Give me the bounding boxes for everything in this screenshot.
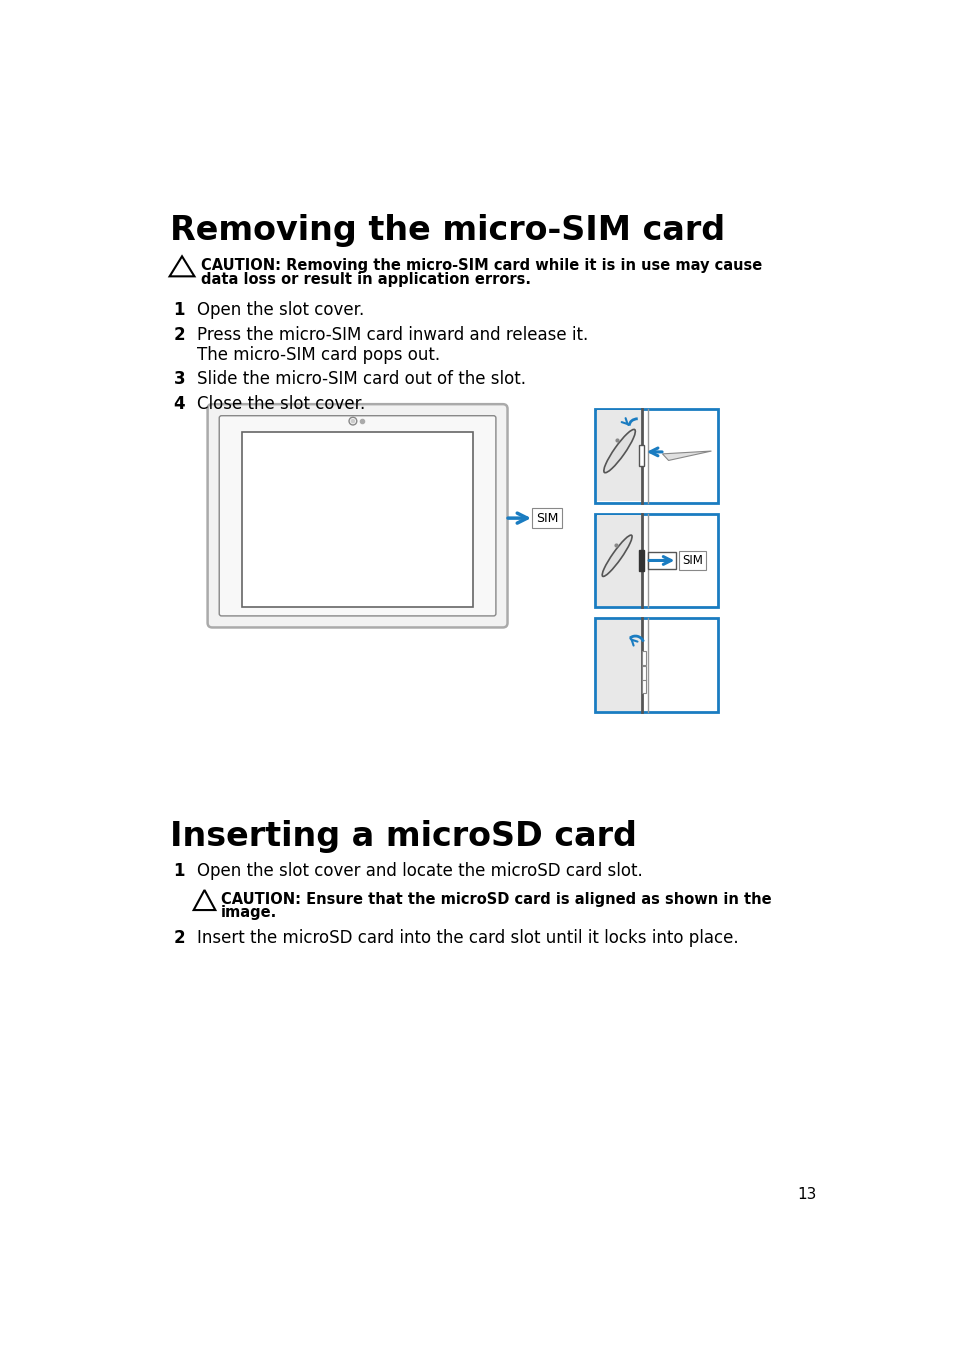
Ellipse shape [603, 429, 635, 473]
Polygon shape [661, 451, 711, 460]
Text: 2: 2 [173, 929, 185, 947]
Bar [641, 665, 645, 680]
Text: 1: 1 [173, 301, 185, 320]
Bar [595, 514, 717, 608]
Text: Open the slot cover and locate the microSD card slot.: Open the slot cover and locate the micro… [196, 862, 641, 880]
FancyBboxPatch shape [208, 404, 507, 627]
Text: 3: 3 [173, 370, 185, 388]
Bar [639, 445, 643, 466]
Bar [595, 408, 717, 503]
Bar [641, 679, 645, 693]
Ellipse shape [601, 535, 632, 576]
Text: 4: 4 [173, 395, 185, 413]
Text: Insert the microSD card into the card slot until it locks into place.: Insert the microSD card into the card sl… [196, 929, 738, 947]
Text: data loss or result in application errors.: data loss or result in application error… [200, 272, 530, 287]
Text: The micro-SIM card pops out.: The micro-SIM card pops out. [196, 346, 439, 363]
Bar [596, 515, 641, 607]
Text: Open the slot cover.: Open the slot cover. [196, 301, 364, 320]
Text: SIM: SIM [536, 512, 558, 525]
Bar [596, 410, 641, 501]
Text: Slide the micro-SIM card out of the slot.: Slide the micro-SIM card out of the slot… [196, 370, 525, 388]
Bar [641, 650, 645, 665]
Text: 1: 1 [173, 862, 185, 880]
Text: CAUTION: Ensure that the microSD card is aligned as shown in the: CAUTION: Ensure that the microSD card is… [220, 892, 771, 907]
Text: Close the slot cover.: Close the slot cover. [196, 395, 365, 413]
Bar [241, 432, 473, 608]
Text: CAUTION: Removing the micro-SIM card while it is in use may cause: CAUTION: Removing the micro-SIM card whi… [200, 258, 761, 273]
Text: image.: image. [220, 906, 276, 921]
Text: Inserting a microSD card: Inserting a microSD card [170, 820, 636, 852]
Circle shape [350, 419, 355, 423]
Text: SIM: SIM [681, 555, 702, 567]
Text: 2: 2 [173, 325, 185, 344]
Bar [595, 619, 717, 712]
Bar [639, 550, 643, 571]
Bar [596, 620, 641, 710]
Text: 13: 13 [797, 1187, 816, 1202]
FancyBboxPatch shape [219, 415, 496, 616]
Text: Removing the micro-SIM card: Removing the micro-SIM card [170, 214, 724, 247]
Bar [647, 552, 675, 568]
Text: Press the micro-SIM card inward and release it.: Press the micro-SIM card inward and rele… [196, 325, 587, 344]
